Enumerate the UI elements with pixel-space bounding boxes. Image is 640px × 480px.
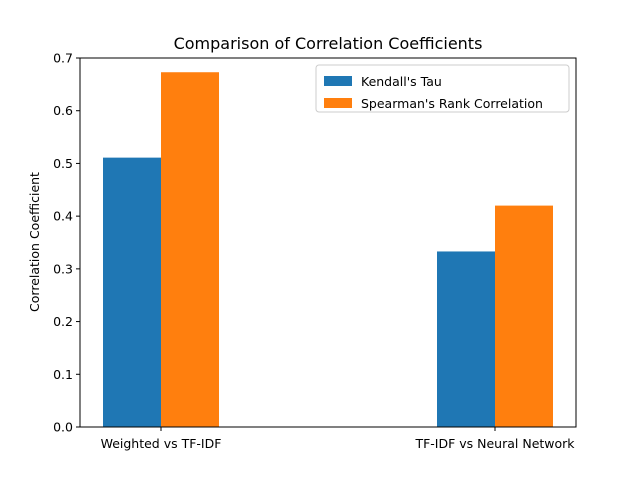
x-tick-label: TF-IDF vs Neural Network [414, 436, 575, 451]
bar-spearmans-rank-0 [161, 72, 219, 428]
x-axis: Weighted vs TF-IDF TF-IDF vs Neural Netwo… [101, 427, 575, 451]
legend-swatch [324, 76, 352, 86]
y-axis: 0.0 0.1 0.2 0.3 0.4 0.5 0.6 0.7 [53, 51, 80, 435]
bar-kendalls-tau-0 [103, 157, 161, 427]
y-tick-label: 0.6 [53, 103, 73, 118]
legend-label: Kendall's Tau [361, 74, 442, 89]
bars-layer [103, 72, 553, 428]
plot-area-frame [79, 57, 577, 428]
y-tick-label: 0.2 [53, 314, 73, 329]
y-tick-label: 0.5 [53, 156, 73, 171]
y-tick-label: 0.1 [53, 367, 73, 382]
y-tick-label: 0.0 [53, 420, 73, 435]
legend: Kendall's Tau Spearman's Rank Correlation [315, 64, 570, 113]
y-tick-label: 0.7 [53, 51, 73, 66]
bar-kendalls-tau-1 [437, 251, 495, 427]
x-tick-label: Weighted vs TF-IDF [101, 436, 222, 451]
legend-swatch [324, 98, 352, 108]
y-axis-label: Correlation Coefficient [27, 172, 42, 312]
y-tick-label: 0.4 [53, 209, 73, 224]
legend-box [315, 64, 570, 113]
chart-title: Comparison of Correlation Coefficients [174, 34, 483, 53]
y-tick-label: 0.3 [53, 261, 73, 276]
legend-label: Spearman's Rank Correlation [361, 96, 543, 111]
bar-spearmans-rank-1 [495, 205, 553, 427]
